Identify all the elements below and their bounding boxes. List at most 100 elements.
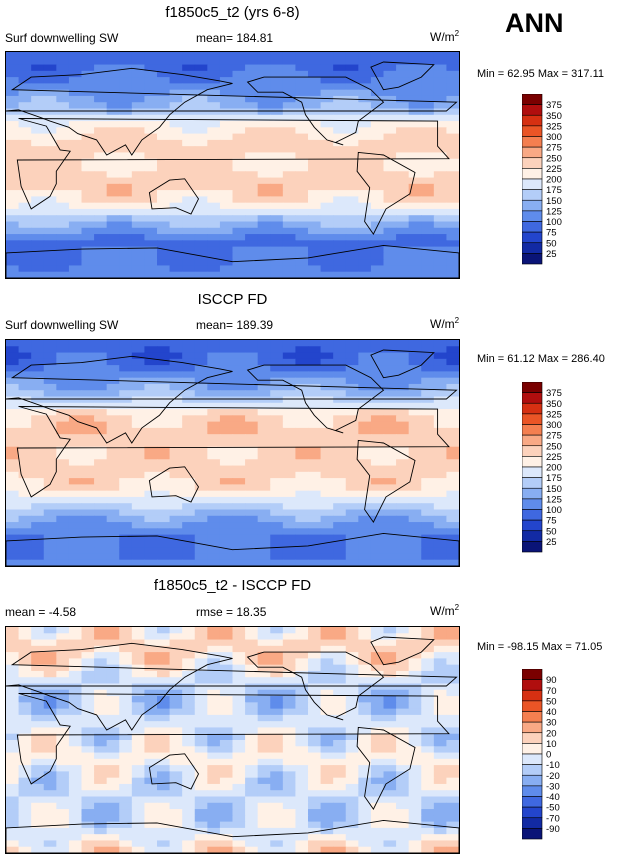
map-cell	[31, 752, 45, 760]
map-cell	[345, 627, 359, 634]
map-cell	[333, 683, 347, 691]
map-cell	[320, 396, 334, 404]
map-cell	[31, 190, 45, 197]
map-cell	[446, 840, 460, 848]
map-cell	[320, 633, 334, 641]
map-cell	[194, 714, 208, 722]
map-cell	[94, 547, 108, 555]
map-cell	[308, 102, 322, 110]
map-cell	[295, 645, 309, 653]
map-cell	[421, 796, 435, 804]
map-cell	[257, 639, 271, 647]
map-cell	[182, 83, 196, 91]
map-cell	[81, 721, 95, 729]
map-cell	[245, 509, 259, 517]
map-cell	[270, 765, 284, 772]
coastline	[148, 753, 200, 790]
map-cell	[396, 465, 410, 473]
map-cell	[18, 352, 32, 360]
map-cell	[370, 478, 385, 485]
map-cell	[245, 758, 259, 766]
map-cell	[182, 790, 196, 798]
map-cell	[68, 133, 83, 141]
map-cell	[18, 252, 32, 260]
map-cell	[421, 152, 435, 160]
map-cell	[31, 765, 45, 772]
map-cell	[106, 52, 120, 59]
map-cell	[320, 509, 334, 517]
map-cell	[308, 440, 322, 448]
map-cell	[245, 708, 259, 716]
map-cell	[119, 440, 133, 448]
map-cell	[345, 108, 359, 116]
map-cell	[433, 645, 448, 653]
map-cell	[157, 183, 171, 191]
map-cell	[232, 102, 246, 110]
map-cell	[333, 490, 347, 498]
map-cell	[219, 421, 234, 429]
map-cell	[270, 834, 284, 842]
map-cell	[257, 64, 271, 72]
map-cell	[144, 95, 158, 103]
map-cell	[446, 796, 460, 804]
map-cell	[219, 77, 234, 84]
map-cell	[182, 453, 196, 460]
map-cell	[396, 121, 410, 128]
map-cell	[446, 358, 460, 366]
map-cell	[169, 453, 183, 460]
map-cell	[370, 714, 385, 722]
map-cell	[157, 102, 171, 110]
map-cell	[282, 165, 297, 172]
map-cell	[295, 446, 309, 454]
map-cell	[421, 440, 435, 448]
map-cell	[157, 152, 171, 160]
map-cell	[131, 121, 146, 128]
map-cell	[106, 733, 120, 741]
map-cell	[270, 733, 284, 741]
map-cell	[408, 177, 422, 185]
map-cell	[43, 427, 57, 435]
map-cell	[245, 790, 259, 798]
map-cell	[433, 689, 448, 697]
map-cell	[245, 815, 259, 823]
map-cell	[408, 89, 422, 97]
map-cell	[282, 102, 297, 110]
map-cell	[119, 402, 133, 410]
map-cell	[257, 827, 271, 835]
map-cell	[370, 652, 385, 659]
map-cell	[295, 265, 309, 273]
colorbar-diff: 90 70 50 40 30 20 10 0 -10 -20 -30 -40 -50 -70 -90	[521, 668, 602, 859]
map-cell	[370, 777, 385, 785]
map-cell	[383, 108, 397, 116]
map-cell	[320, 358, 334, 366]
map-cell	[408, 227, 422, 235]
map-cell	[358, 415, 372, 423]
map-cell	[270, 377, 284, 385]
map-cell	[282, 645, 297, 653]
map-cell	[308, 771, 322, 779]
map-cell	[282, 390, 297, 398]
map-cell	[144, 252, 158, 260]
map-cell	[396, 547, 410, 555]
map-cell	[194, 421, 208, 429]
map-cell	[232, 771, 246, 779]
map-cell	[358, 396, 372, 404]
map-cell	[383, 64, 397, 72]
map-cell	[157, 196, 171, 204]
map-cell	[383, 815, 397, 823]
map-cell	[18, 70, 32, 78]
map-cell	[295, 95, 309, 103]
map-cell	[433, 421, 448, 429]
map-cell	[43, 240, 57, 248]
map-cell	[131, 415, 146, 423]
map-cell	[68, 758, 83, 766]
map-cell	[119, 208, 133, 216]
map-cell	[270, 52, 284, 59]
map-cell	[370, 108, 385, 116]
map-cell	[308, 227, 322, 235]
map-cell	[257, 427, 271, 435]
map-cell	[18, 259, 32, 267]
map-cell	[270, 121, 284, 128]
map-cell	[194, 484, 208, 492]
map-cell	[245, 633, 259, 641]
